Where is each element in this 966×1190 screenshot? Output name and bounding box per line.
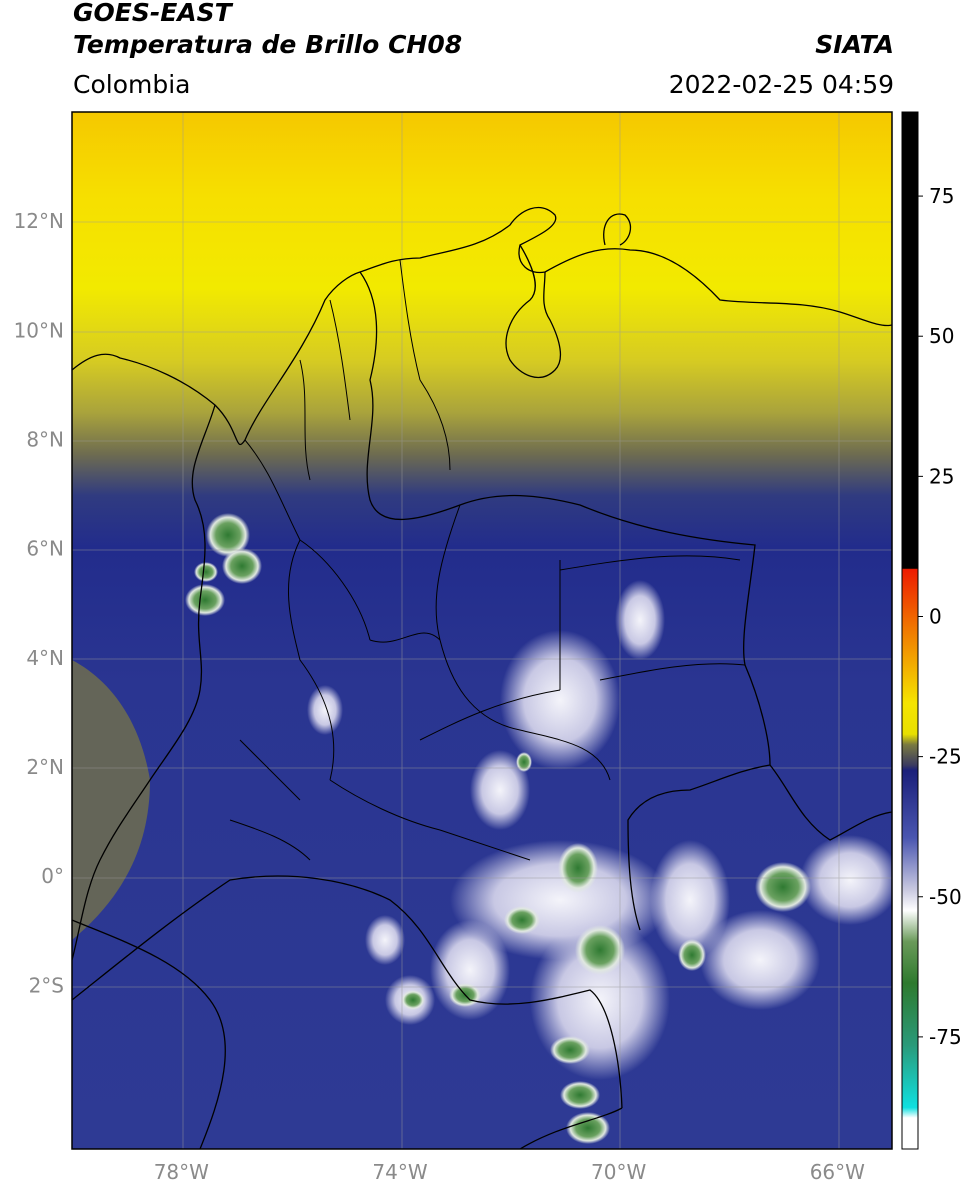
longitude-labels: 78°W 74°W 70°W 66°W bbox=[154, 1160, 865, 1184]
lat-tick-label: 6°N bbox=[26, 537, 64, 561]
colorbar bbox=[902, 112, 918, 1149]
map-frame bbox=[71, 111, 893, 1150]
colombia-brazil-border bbox=[627, 764, 771, 931]
peru-brazil-border bbox=[519, 1107, 623, 1149]
map-area bbox=[72, 112, 892, 1149]
colorbar-tick-label: -50 bbox=[929, 885, 962, 909]
lat-tick-label: 12°N bbox=[14, 209, 64, 233]
olive-region-pacific bbox=[72, 660, 150, 940]
brazil-venezuela-border bbox=[769, 764, 892, 841]
lat-tick-label: 10°N bbox=[14, 318, 64, 342]
colombia-venezuela-border bbox=[359, 271, 771, 766]
lat-tick-label: 2°S bbox=[29, 973, 64, 997]
colorbar-tick-label: 0 bbox=[929, 604, 942, 628]
latitude-labels: 12°N 10°N 8°N 6°N 4°N 2°N 0° 2°S bbox=[14, 209, 64, 997]
product-title: GOES-EAST bbox=[73, 0, 232, 27]
lon-tick-label: 78°W bbox=[154, 1160, 209, 1184]
timestamp-label: 2022-02-25 04:59 bbox=[668, 70, 894, 99]
colombia-southern-border bbox=[72, 875, 623, 1109]
convective-cores bbox=[185, 513, 811, 1144]
region-label: Colombia bbox=[73, 70, 191, 99]
lat-tick-label: 4°N bbox=[26, 646, 64, 670]
lat-tick-label: 2°N bbox=[26, 755, 64, 779]
colorbar-tick-label: -75 bbox=[929, 1025, 962, 1049]
lat-tick-label: 8°N bbox=[26, 427, 64, 451]
colorbar-tick-label: 75 bbox=[929, 184, 954, 208]
boundaries bbox=[72, 206, 892, 1149]
caribbean-coastline bbox=[72, 206, 892, 446]
colorbar-ticks: 75 50 25 0 -25 -50 -75 bbox=[918, 184, 962, 1049]
colorbar-tick-label: 50 bbox=[929, 324, 954, 348]
lon-tick-label: 74°W bbox=[372, 1160, 427, 1184]
colorbar-frame bbox=[901, 111, 919, 1150]
lon-tick-label: 70°W bbox=[591, 1160, 646, 1184]
department-boundaries bbox=[229, 259, 746, 861]
agency-label: SIATA bbox=[815, 30, 894, 59]
lat-tick-label: 0° bbox=[41, 864, 64, 888]
variable-title: Temperatura de Brillo CH08 bbox=[73, 30, 463, 59]
maracaibo-coast bbox=[505, 244, 562, 379]
lon-tick-label: 66°W bbox=[810, 1160, 865, 1184]
paraguana bbox=[603, 213, 632, 246]
ecuador-peru-border bbox=[72, 919, 226, 1149]
colorbar-tick-label: 25 bbox=[929, 464, 954, 488]
colorbar-tick-label: -25 bbox=[929, 745, 962, 769]
pacific-coastline bbox=[72, 404, 216, 961]
